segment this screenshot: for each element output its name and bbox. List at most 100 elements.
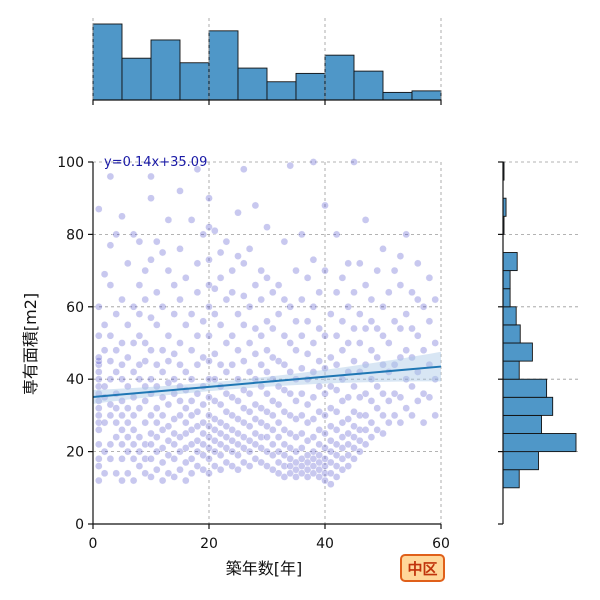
scatter-point: [152, 447, 161, 456]
scatter-point: [326, 404, 335, 413]
top-hist-bar: [121, 57, 152, 101]
scatter-point: [309, 255, 318, 264]
badge-background: [400, 554, 445, 582]
scatter-point: [326, 458, 335, 467]
scatter-point: [210, 397, 219, 405]
scatter-point: [123, 321, 132, 329]
scatter-point: [402, 375, 411, 384]
scatter-point: [251, 429, 260, 438]
scatter-point: [315, 288, 324, 297]
scatter-point: [187, 375, 196, 384]
scatter-point: [280, 473, 289, 481]
scatter-point: [344, 259, 353, 268]
scatter-point: [431, 295, 440, 304]
scatter-point: [152, 418, 161, 427]
scatter-point: [222, 295, 231, 304]
scatter-point: [326, 422, 335, 431]
top-hist-bar: [208, 30, 239, 101]
scatter-point: [373, 426, 382, 434]
top-marginal-histogram: [92, 18, 442, 105]
scatter-point: [315, 357, 324, 365]
top-hist-bar: [411, 90, 442, 101]
scatter-point: [263, 389, 271, 398]
scatter-point: [158, 248, 167, 257]
scatter-point: [199, 465, 208, 474]
scatter-point: [164, 266, 173, 275]
scatter-point: [245, 422, 254, 431]
scatter-point: [268, 353, 277, 362]
district-badge: 中区: [400, 554, 445, 582]
scatter-point: [181, 321, 190, 329]
scatter-point: [239, 259, 248, 268]
scatter-point: [129, 230, 138, 239]
scatter-point: [118, 375, 126, 384]
scatter-point: [280, 295, 289, 304]
scatter-point: [239, 433, 248, 441]
scatter-point: [100, 346, 109, 355]
scatter-point: [147, 172, 155, 181]
scatter-point: [355, 447, 364, 456]
scatter-point: [315, 382, 324, 391]
scatter-point: [176, 295, 184, 304]
scatter-point: [112, 418, 121, 427]
top-hist-bar: [150, 39, 181, 101]
scatter-point: [338, 444, 347, 452]
scatter-point: [297, 331, 306, 340]
scatter-point: [205, 393, 213, 402]
scatter-point: [118, 411, 126, 420]
scatter-point: [297, 454, 306, 463]
scatter-point: [408, 382, 416, 391]
scatter-point: [187, 397, 196, 405]
scatter-point: [297, 444, 306, 452]
scatter-point: [338, 397, 347, 405]
right-hist-bar: [502, 342, 533, 362]
scatter-point: [344, 302, 353, 311]
scatter-point: [187, 310, 196, 318]
scatter-point: [210, 447, 219, 456]
scatter-point: [193, 407, 202, 416]
scatter-point: [350, 444, 358, 452]
scatter-point: [94, 205, 103, 213]
scatter-point: [147, 375, 155, 384]
scatter-point: [257, 331, 266, 340]
scatter-point: [268, 426, 277, 434]
scatter-point: [106, 411, 115, 420]
scatter-point: [263, 223, 271, 232]
scatter-point: [100, 418, 109, 427]
scatter-point: [158, 444, 167, 452]
scatter-point: [326, 310, 335, 318]
top-hist-bar: [92, 23, 123, 101]
scatter-point: [234, 375, 242, 384]
scatter-point: [251, 400, 260, 409]
scatter-point: [251, 281, 260, 289]
scatter-point: [309, 433, 318, 441]
scatter-point: [112, 433, 121, 441]
scatter-point: [361, 426, 370, 434]
top-hist-bar: [324, 54, 355, 101]
scatter-point: [106, 454, 115, 463]
scatter-point: [187, 411, 196, 420]
scatter-point: [257, 404, 266, 413]
scatter-point: [147, 194, 155, 203]
scatter-point: [245, 302, 254, 311]
scatter-point: [216, 360, 225, 369]
scatter-point: [332, 331, 341, 340]
scatter-point: [332, 426, 341, 434]
scatter-point: [239, 165, 248, 174]
scatter-point: [141, 339, 150, 347]
scatter-point: [170, 375, 179, 384]
scatter-point: [338, 418, 347, 427]
scatter-point: [164, 331, 173, 340]
scatter-point: [141, 469, 150, 478]
scatter-point: [210, 284, 219, 293]
scatter-point: [413, 295, 422, 304]
scatter-point: [158, 346, 167, 355]
right-marginal-histogram: [498, 161, 580, 525]
scatter-point: [245, 447, 254, 456]
scatter-point: [234, 252, 242, 260]
scatter-point: [222, 389, 231, 398]
scatter-point: [350, 407, 358, 416]
scatter-point: [303, 418, 312, 427]
scatter-point: [303, 436, 312, 445]
scatter-point: [274, 310, 283, 318]
